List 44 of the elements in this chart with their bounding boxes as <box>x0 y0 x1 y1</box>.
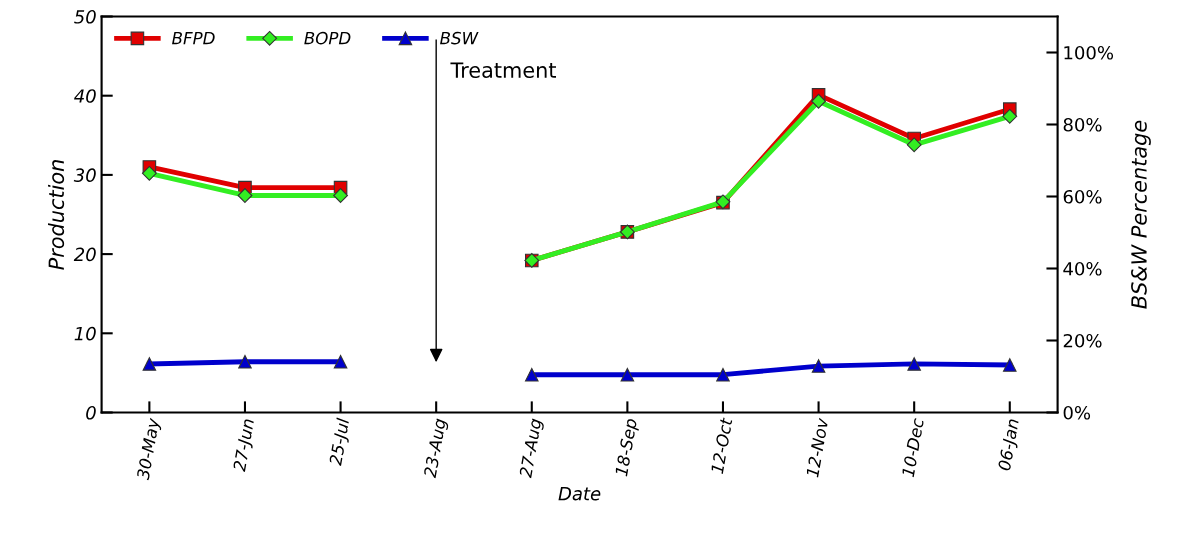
point <box>620 367 635 382</box>
point <box>524 367 539 382</box>
point <box>238 354 252 369</box>
y-tick-label: 10 <box>74 326 96 341</box>
x-tick-label: 12-Nov <box>805 417 829 478</box>
y-tick-label: 0 <box>86 405 96 420</box>
legend-label: BSW <box>440 31 479 45</box>
y-axis-title: Production <box>48 160 65 270</box>
x-tick-label: 12-Oct <box>710 416 733 474</box>
y2-tick-label: 0% <box>1063 405 1091 420</box>
ref-line-label: Treatment <box>450 62 556 78</box>
y-tick-label: 50 <box>74 9 96 24</box>
y-tick-label: 20 <box>73 247 96 262</box>
x-tick-label: 06-Jan <box>997 418 1022 472</box>
point <box>907 357 921 371</box>
x-tick-label: 23-Aug <box>423 418 450 479</box>
y2-tick-label: 80% <box>1063 117 1102 132</box>
x-tick-label: 27-Aug <box>518 418 545 479</box>
legend-label: BOPD <box>304 31 351 45</box>
point <box>716 367 730 382</box>
point <box>237 188 253 203</box>
x-tick-label: 18-Sep <box>614 418 641 478</box>
y2-tick-label: 20% <box>1063 333 1102 348</box>
point <box>333 188 349 203</box>
y-tick-label: 40 <box>74 89 96 103</box>
point <box>1002 358 1017 372</box>
y2-axis-title: BS&W Percentage <box>1131 120 1151 309</box>
point <box>906 137 922 153</box>
x-tick-label: 30-May <box>136 417 163 481</box>
point <box>142 357 157 371</box>
x-tick-label: 10-Dec <box>901 417 925 478</box>
x-axis-title: Date <box>558 487 601 501</box>
point <box>811 93 827 109</box>
x-tick-label: 25-Jul <box>328 417 353 467</box>
y2-tick-label: 60% <box>1063 189 1102 204</box>
point <box>141 165 157 181</box>
y2-tick-label: 40% <box>1063 261 1102 276</box>
point <box>333 354 348 369</box>
point <box>811 359 826 373</box>
y2-tick-label: 100% <box>1064 45 1114 60</box>
point <box>1002 108 1018 124</box>
legend-label: BFPD <box>172 32 215 45</box>
x-tick-label: 27-Jun <box>232 418 258 473</box>
y-tick-label: 30 <box>73 168 96 183</box>
